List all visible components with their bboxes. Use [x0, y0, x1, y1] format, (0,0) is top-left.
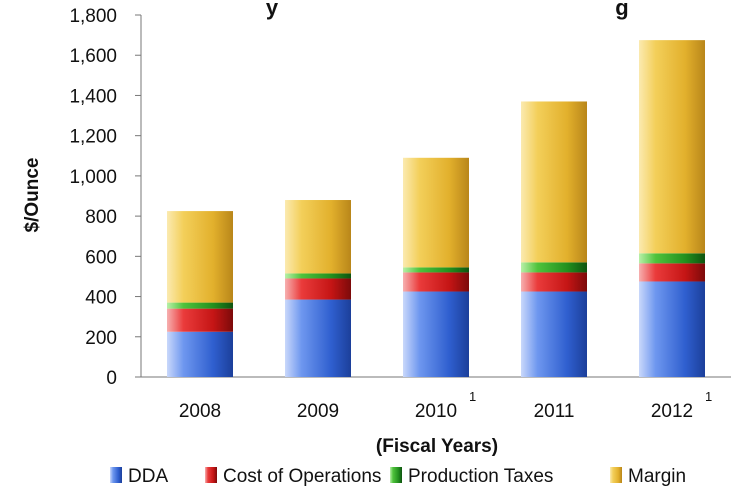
bar-segment-cost-of-operations	[403, 272, 469, 292]
y-tick-label: 400	[85, 288, 117, 309]
x-axis: 2008 2009 2010 1 2011 2012 1	[141, 376, 731, 422]
x-tick-label: 2012	[651, 401, 693, 422]
bar-segment-margin	[639, 40, 705, 254]
x-tick-label: 2009	[297, 401, 339, 422]
legend-item: Margin	[610, 466, 686, 487]
bar-segment-production-taxes	[639, 253, 705, 264]
x-tick-label: 2008	[179, 401, 221, 422]
legend: DDA Cost of Operations Production Taxes Mar…	[110, 466, 686, 487]
y-tick-label: 0	[106, 368, 117, 389]
bar-segment-margin	[521, 101, 587, 263]
chart-title-fragment-right: g	[615, 0, 628, 20]
x-tick-footnote: 1	[705, 389, 712, 404]
legend-label: Cost of Operations	[223, 466, 381, 487]
bar-segment-dda	[403, 291, 469, 377]
bar-segment-dda	[521, 291, 587, 377]
y-tick-label: 1,800	[69, 6, 117, 27]
x-tick-label: 2011	[534, 401, 575, 422]
bar-segment-production-taxes	[403, 267, 469, 273]
bars	[167, 40, 705, 377]
bar-segment-dda	[167, 331, 233, 377]
y-tick-label: 1,000	[69, 167, 117, 188]
bar-segment-margin	[285, 200, 351, 274]
legend-swatch	[390, 467, 402, 483]
bar-segment-margin	[167, 211, 233, 303]
x-tick-label: 2010	[415, 401, 457, 422]
y-axis-label: $/Ounce	[22, 158, 43, 233]
legend-label: Margin	[628, 466, 686, 487]
legend-swatch	[610, 467, 622, 483]
bar-segment-cost-of-operations	[167, 308, 233, 332]
bar-segment-cost-of-operations	[639, 263, 705, 282]
bar-segment-dda	[639, 281, 705, 377]
bar-segment-production-taxes	[285, 273, 351, 279]
bar-segment-cost-of-operations	[285, 278, 351, 300]
y-tick-label: 800	[85, 207, 117, 228]
x-tick-footnote: 1	[469, 389, 476, 404]
chart-title-fragment-left: y	[266, 0, 279, 20]
legend-swatch	[110, 467, 122, 483]
bar-segment-margin	[403, 157, 469, 268]
legend-item: Cost of Operations	[205, 466, 381, 487]
bar-segment-cost-of-operations	[521, 272, 587, 292]
y-tick-label: 1,600	[69, 46, 117, 67]
y-tick-label: 600	[85, 247, 117, 268]
bar-segment-dda	[285, 299, 351, 377]
y-axis: 0 200 400 600 800 1,000 1,200 1,400 1,600 1,800	[69, 6, 142, 389]
legend-swatch	[205, 467, 217, 483]
y-tick-label: 1,400	[69, 86, 117, 107]
bar-segment-production-taxes	[167, 302, 233, 309]
legend-label: DDA	[128, 466, 168, 487]
y-tick-label: 200	[85, 328, 117, 349]
legend-item: Production Taxes	[390, 466, 553, 487]
legend-label: Production Taxes	[408, 466, 553, 487]
legend-item: DDA	[110, 466, 168, 487]
y-tick-label: 1,200	[69, 127, 117, 148]
x-axis-label: (Fiscal Years)	[376, 436, 498, 457]
bar-segment-production-taxes	[521, 262, 587, 273]
